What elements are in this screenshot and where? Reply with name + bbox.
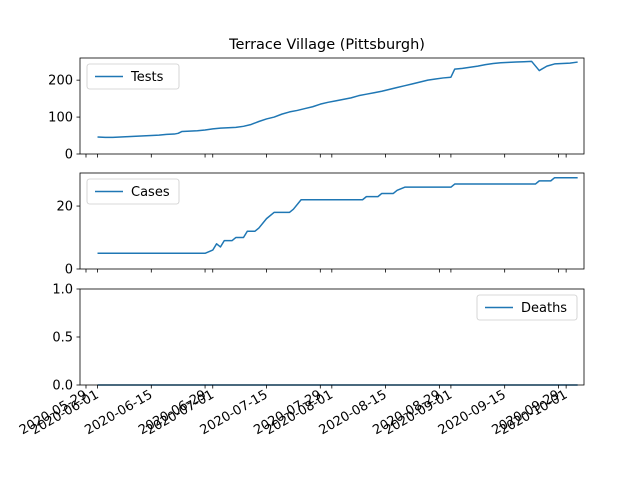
legend-label: Deaths [521,301,567,316]
panel-cases: 0 20 Cases [56,172,585,278]
y-tick-label: 20 [56,200,73,215]
legend-cases: Cases [86,178,180,205]
legend-box [86,178,180,205]
legend-label: Cases [131,185,170,200]
y-tick-label: 0 [65,263,73,278]
series-line-cases [97,176,578,255]
panel-tests: 0 100 200 Tests [48,57,585,163]
y-tick-label: 100 [48,111,73,126]
chart-title: Terrace Village (Pittsburgh) [228,37,425,53]
legend-tests: Tests [86,63,180,90]
y-tick-label: 200 [48,74,73,89]
panel-deaths: 0.00.51.02020-05-292020-06-012020-06-152… [17,283,585,438]
series-line-tests [97,60,578,139]
y-tick-label: 1.0 [52,283,73,298]
legend-deaths: Deaths [476,294,578,321]
y-tick-label: 0.5 [52,331,73,346]
legend-box [86,63,180,90]
y-tick-label: 0 [65,148,73,163]
x-tick-label: 2020-10-01 [497,387,570,438]
legend-label: Tests [130,70,164,85]
y-tick-label: 0.0 [52,379,73,394]
legend-box [476,294,578,321]
